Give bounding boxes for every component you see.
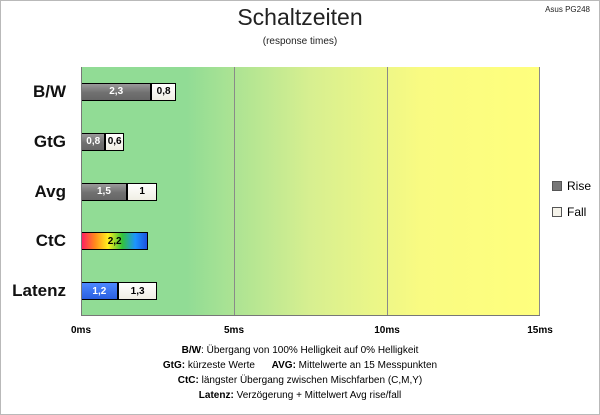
legend: Rise Fall	[552, 178, 591, 230]
bar-latenz-fall: 1,3	[117, 282, 158, 301]
chart-subtitle: (response times)	[262, 36, 338, 47]
bar-value-label: 2,2	[107, 235, 122, 247]
footnote-latenz: Latenz: Verzögerung + Mittelwert Avg ris…	[0, 388, 600, 403]
bar-rise: 1,5	[81, 182, 127, 201]
legend-swatch-fall	[552, 207, 562, 217]
footnote-bw-key: B/W	[181, 345, 202, 356]
footnote-latenz-key: Latenz:	[198, 390, 234, 401]
x-tick-label: 0ms	[70, 325, 92, 336]
bar-value-label: 0,8	[86, 136, 101, 148]
x-tick-label: 10ms	[374, 325, 400, 336]
x-tick-label: 15ms	[527, 325, 553, 336]
footnote-gtg-key: GtG:	[162, 360, 186, 371]
bar-fall: 1	[126, 182, 158, 201]
category-label: B/W	[32, 81, 66, 101]
footnote-latenz-text: Verzögerung + Mittelwert Avg rise/fall	[233, 390, 402, 401]
footnote-gtg-text: kürzeste Werte	[185, 360, 255, 371]
bar-rise: 0,8	[81, 132, 106, 151]
gridline	[234, 67, 235, 316]
monitor-model-label: Asus PG248	[545, 5, 590, 14]
footnote-bw: B/W: Übergang von 100% Helligkeit auf 0%…	[0, 343, 600, 358]
legend-item-rise: Rise	[552, 178, 591, 194]
category-label: GtG	[33, 131, 66, 151]
category-label: Avg	[34, 181, 67, 201]
bar-value-label: 1,2	[92, 285, 107, 297]
bar-rise: 2,3	[81, 82, 152, 101]
footnote-ctc: CtC: längster Übergang zwischen Mischfar…	[0, 373, 600, 388]
legend-label-rise: Rise	[567, 179, 592, 193]
chart-title: Schaltzeiten	[237, 4, 363, 30]
category-label: Latenz	[12, 281, 66, 301]
bar-fall: 0,6	[105, 132, 124, 151]
bar-value-label: 1,3	[130, 285, 145, 297]
bar-value-label: 2,3	[109, 86, 124, 98]
x-tick-label: 5ms	[223, 325, 245, 336]
footnote-ctc-text: längster Übergang zwischen Mischfarben (…	[198, 375, 423, 386]
bar-fall: 0,8	[151, 82, 176, 101]
bar-value-label: 0,6	[107, 136, 122, 148]
gridline	[387, 67, 388, 316]
bar-ctc-rainbow: 2,2	[81, 232, 149, 251]
gridline	[539, 67, 540, 316]
bar-value-label: 1	[139, 186, 145, 197]
category-label: CtC	[35, 231, 66, 251]
plot-area: 2,3 0,8 0,8 0,6 1,5 1 2,2 1,2 1,3	[81, 67, 540, 316]
footnote-bw-text: : Übergang von 100% Helligkeit auf 0% He…	[201, 345, 419, 356]
legend-label-fall: Fall	[567, 205, 587, 219]
footnote-avg-text: Mittelwerte an 15 Messpunkten	[295, 360, 438, 371]
footnotes: B/W: Übergang von 100% Helligkeit auf 0%…	[0, 343, 600, 403]
legend-swatch-rise	[552, 181, 562, 191]
footnote-gtg-avg: GtG: kürzeste Werte AVG: Mittelwerte an …	[0, 358, 600, 373]
bar-latenz-blue: 1,2	[81, 282, 118, 301]
footnote-ctc-key: CtC:	[177, 375, 199, 386]
legend-item-fall: Fall	[552, 204, 591, 220]
bar-value-label: 1,5	[96, 186, 111, 197]
bar-value-label: 0,8	[156, 86, 171, 98]
footnote-avg-key: AVG:	[271, 360, 296, 371]
